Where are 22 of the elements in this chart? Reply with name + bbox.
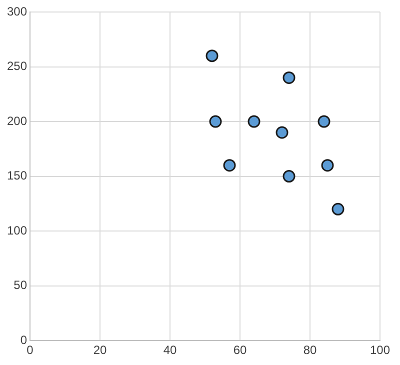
point xyxy=(321,159,334,172)
point xyxy=(223,159,236,172)
y-tick-label: 200 xyxy=(6,114,28,128)
x-tick-label: 60 xyxy=(233,343,248,358)
x-tick-label: 20 xyxy=(93,343,108,358)
y-tick-label: 300 xyxy=(6,4,28,18)
point xyxy=(206,50,218,62)
x-tick-label: 80 xyxy=(303,343,317,358)
point xyxy=(209,115,222,128)
y-tick-label: 0 xyxy=(20,332,28,347)
x-tick-label: 100 xyxy=(370,343,390,358)
point xyxy=(282,71,296,84)
y-tick-label: 100 xyxy=(6,223,28,238)
point xyxy=(248,115,260,128)
point xyxy=(318,115,330,128)
x-tick-label: 40 xyxy=(163,343,178,358)
point xyxy=(332,202,344,216)
y-tick-label: 150 xyxy=(6,168,28,183)
y-tick-label: 50 xyxy=(14,278,28,292)
y-tick-label: 250 xyxy=(6,59,28,74)
point xyxy=(282,170,296,183)
point xyxy=(276,126,288,139)
